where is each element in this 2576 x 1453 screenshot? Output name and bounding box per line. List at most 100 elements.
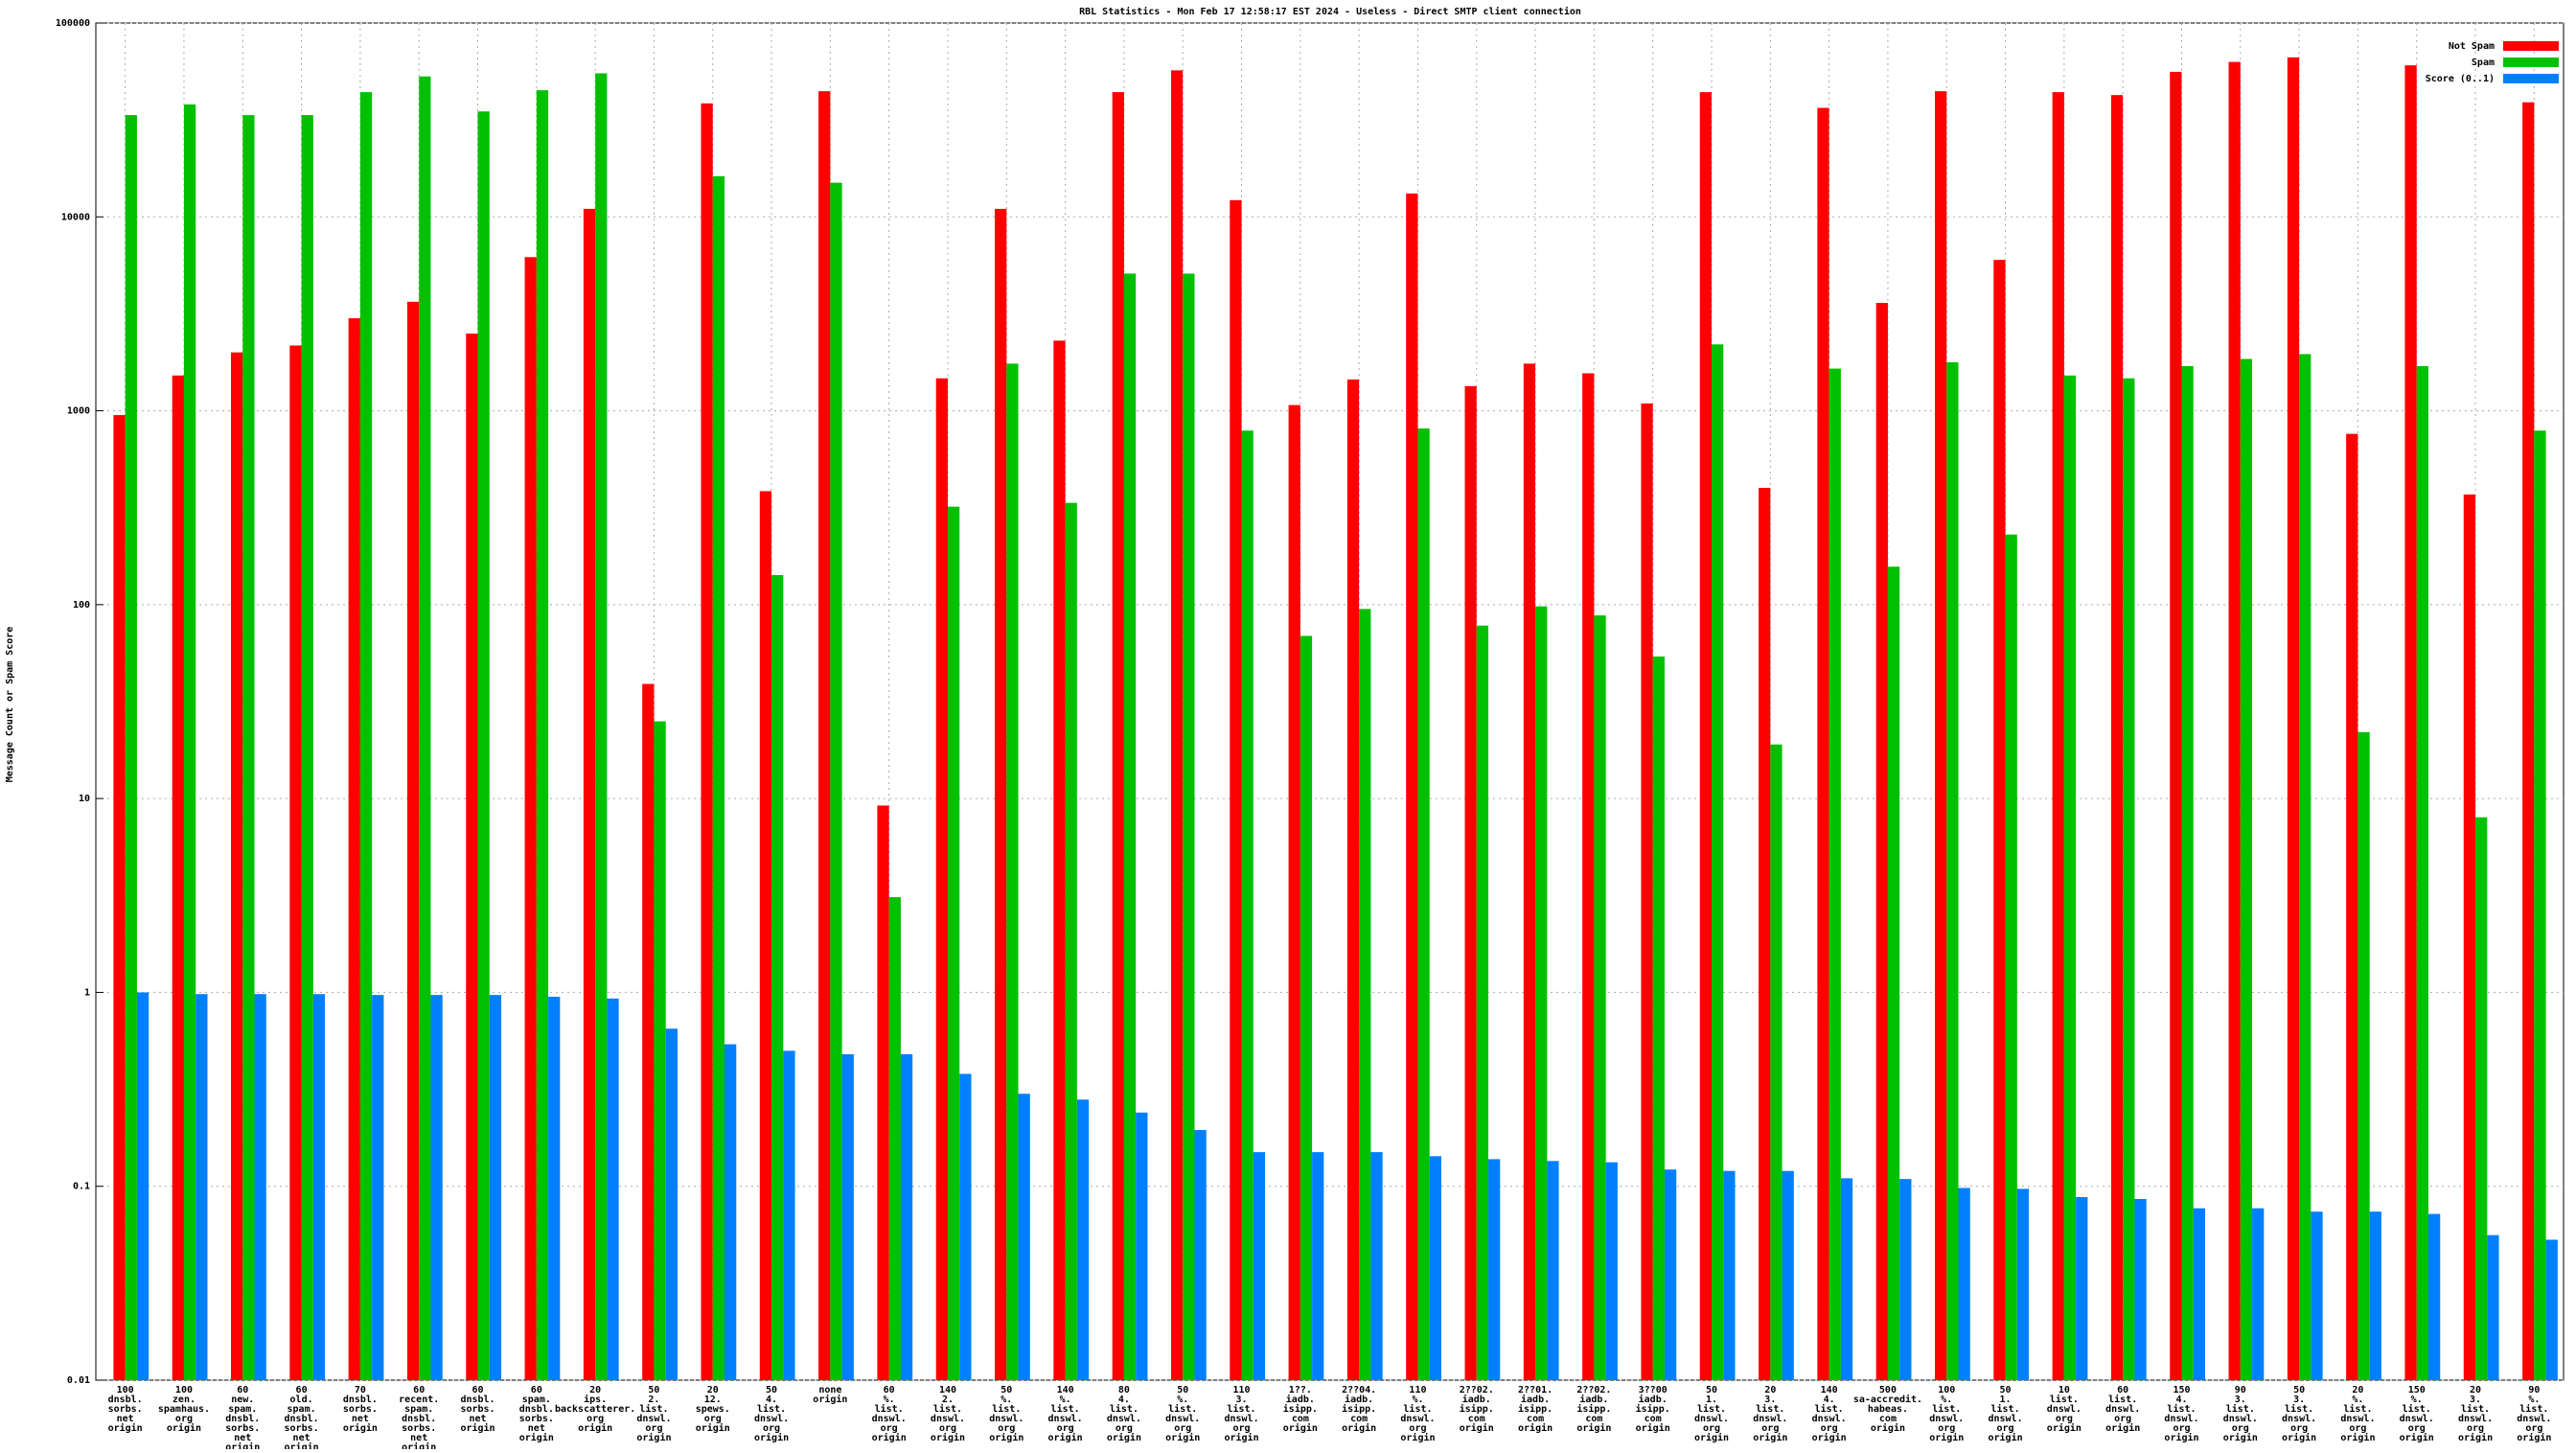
- x-tick-label: origin: [225, 1441, 260, 1449]
- bar: [959, 1073, 972, 1380]
- x-tick-label: origin: [402, 1441, 436, 1449]
- x-tick-label: origin: [1929, 1432, 1964, 1443]
- bar: [524, 257, 537, 1380]
- bar: [830, 182, 842, 1381]
- bar: [2193, 1208, 2206, 1380]
- bar: [312, 994, 326, 1380]
- legend-label: Not Spam: [2449, 41, 2495, 52]
- y-tick-label: 10000: [61, 212, 90, 222]
- x-tick-label: net: [469, 1414, 486, 1424]
- x-tick-label: list.: [2403, 1403, 2431, 1415]
- bar: [595, 73, 608, 1381]
- x-tick-label: list.: [1991, 1403, 2020, 1415]
- x-tick-label: origin: [2458, 1432, 2493, 1443]
- x-tick-label: list.: [1051, 1403, 1080, 1415]
- bar: [2005, 534, 2017, 1380]
- bar: [430, 995, 443, 1380]
- x-tick-label: list.: [1110, 1403, 1138, 1415]
- bar: [1018, 1094, 1030, 1380]
- bar: [1183, 273, 1195, 1381]
- bar: [642, 683, 655, 1380]
- bar: [995, 208, 1007, 1380]
- legend-swatch: [2503, 58, 2559, 67]
- x-tick-label: origin: [2400, 1432, 2434, 1443]
- x-tick-label: dnswl.: [2282, 1414, 2316, 1424]
- legend-label: Spam: [2472, 58, 2495, 68]
- bar: [1582, 373, 1595, 1380]
- bar: [1887, 566, 1900, 1380]
- bar: [1112, 92, 1124, 1381]
- x-tick-label: 70: [355, 1385, 366, 1395]
- bar: [1370, 1152, 1383, 1380]
- x-tick-label: 50: [648, 1385, 659, 1395]
- x-tick-label: list.: [1697, 1403, 1726, 1415]
- x-tick-label: list.: [1815, 1403, 1844, 1415]
- bar: [1782, 1170, 1794, 1380]
- bar: [2016, 1188, 2030, 1380]
- x-tick-label: %.: [2528, 1395, 2540, 1405]
- bar: [2487, 1234, 2499, 1380]
- bar: [1759, 488, 1771, 1381]
- y-tick-label: 1000: [67, 406, 90, 417]
- x-tick-label: origin: [578, 1422, 612, 1434]
- x-tick-label: org: [2525, 1423, 2542, 1434]
- x-tick-label: 3.: [1236, 1395, 1248, 1405]
- x-tick-label: 500: [1879, 1385, 1897, 1395]
- x-tick-label: habeas.: [1868, 1404, 1908, 1415]
- x-tick-label: origin: [1048, 1432, 1083, 1443]
- x-tick-label: org: [645, 1423, 662, 1434]
- bar: [1417, 428, 1430, 1380]
- x-tick-label: sorbs.: [460, 1404, 494, 1415]
- x-tick-label: 2.: [648, 1395, 659, 1405]
- bar: [1359, 609, 1371, 1380]
- x-tick-label: origin: [872, 1432, 907, 1443]
- x-tick-label: origin: [1871, 1422, 1905, 1434]
- x-tick-label: recent.: [399, 1395, 439, 1405]
- x-tick-label: origin: [1694, 1432, 1729, 1443]
- x-tick-label: origin: [343, 1422, 378, 1434]
- x-tick-label: origin: [1224, 1432, 1258, 1443]
- bar: [2052, 92, 2064, 1381]
- x-tick-label: dnsbl.: [108, 1395, 143, 1405]
- bar: [2404, 65, 2417, 1381]
- x-tick-label: net: [352, 1414, 369, 1424]
- x-tick-label: dnswl.: [1048, 1414, 1083, 1424]
- x-tick-label: dnswl.: [1753, 1414, 1787, 1424]
- x-tick-label: dnswl.: [2164, 1414, 2198, 1424]
- bar: [1464, 385, 1477, 1380]
- bar: [489, 995, 502, 1380]
- x-tick-label: org: [1233, 1423, 1251, 1434]
- x-tick-label: list.: [1403, 1403, 1432, 1415]
- y-tick-label: 100000: [56, 18, 90, 29]
- x-tick-label: org: [1997, 1423, 2014, 1434]
- x-tick-label: sorbs.: [285, 1423, 319, 1434]
- bar: [654, 721, 666, 1380]
- x-tick-label: 60: [296, 1385, 308, 1395]
- x-tick-label: origin: [108, 1422, 143, 1434]
- bar: [1488, 1159, 1501, 1380]
- bar: [183, 104, 196, 1380]
- x-tick-label: net: [410, 1433, 427, 1443]
- x-tick-label: origin: [1576, 1422, 1611, 1434]
- x-tick-label: isipp.: [1283, 1403, 1318, 1415]
- y-tick-label: 0.1: [73, 1182, 90, 1192]
- bar: [1535, 606, 1548, 1380]
- x-tick-label: isipp.: [1342, 1403, 1376, 1415]
- x-tick-label: 60: [884, 1385, 895, 1395]
- x-tick-label: iadb.: [1639, 1394, 1668, 1405]
- x-tick-label: origin: [1636, 1422, 1670, 1434]
- bar: [1641, 404, 1653, 1380]
- bar: [348, 318, 360, 1380]
- x-tick-label: origin: [1283, 1422, 1318, 1434]
- bar: [477, 111, 490, 1381]
- bar: [113, 415, 126, 1380]
- x-tick-label: %.: [2411, 1395, 2423, 1405]
- x-tick-label: org: [1409, 1423, 1426, 1434]
- x-tick-label: org: [2290, 1423, 2308, 1434]
- bar: [2228, 61, 2241, 1380]
- x-tick-label: spews.: [696, 1404, 730, 1415]
- x-tick-label: isipp.: [1518, 1403, 1552, 1415]
- x-tick-label: org: [2467, 1423, 2484, 1434]
- bar: [1699, 92, 1713, 1381]
- x-tick-label: %.: [1000, 1395, 1012, 1405]
